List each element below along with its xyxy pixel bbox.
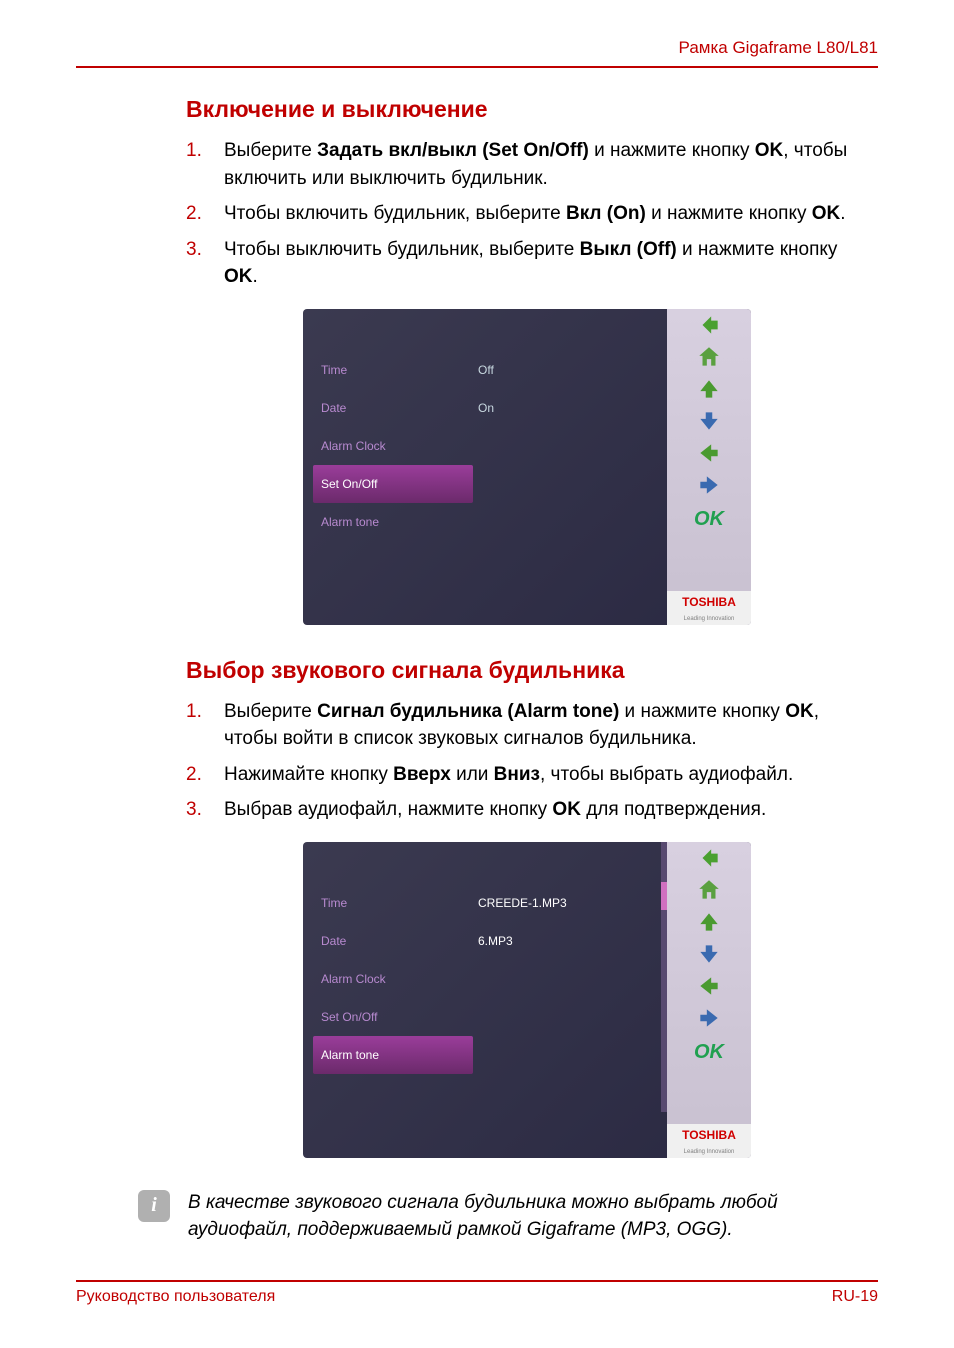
footer: Руководство пользователя RU-19 (76, 1280, 878, 1306)
section2-heading: Выбор звукового сигнала будильника (186, 657, 868, 684)
step-bold: Вниз (494, 764, 540, 785)
brand-subtext: Leading Innovation (684, 1149, 735, 1155)
right-arrow-icon (667, 469, 751, 501)
step-bold: Вверх (393, 764, 451, 785)
step-text: Выберите (224, 701, 317, 722)
footer-rule (76, 1280, 878, 1282)
step-text: и нажмите кнопку (646, 203, 812, 224)
step-bold: OK (224, 266, 253, 287)
figure2: Time Date Alarm Clock Set On/Off Alarm t… (303, 842, 751, 1158)
step-text: Нажимайте кнопку (224, 764, 393, 785)
figure1-button-panel: OK TOSHIBA Leading Innovation (667, 309, 751, 625)
figure2-values: CREEDE-1.MP3 6.MP3 (478, 884, 648, 1074)
list-item: Выберите Задать вкл/выкл (Set On/Off) и … (186, 137, 868, 192)
list-item: Выберите Сигнал будильника (Alarm tone) … (186, 698, 868, 753)
right-arrow-icon (667, 1002, 751, 1034)
figure2-value: CREEDE-1.MP3 (478, 884, 648, 922)
step-text: . (840, 203, 845, 224)
section1-heading: Включение и выключение (186, 96, 868, 123)
figure1-values: Off On (478, 351, 648, 541)
back-icon (667, 309, 751, 341)
left-arrow-icon (667, 437, 751, 469)
ok-button-label: OK (667, 1034, 751, 1070)
figure1-value (478, 465, 648, 503)
step-text: Выберите (224, 140, 317, 161)
step-bold: Сигнал будильника (Alarm tone) (317, 701, 619, 722)
list-item: Выбрав аудиофайл, нажмите кнопку OK для … (186, 796, 868, 824)
figure2-value (478, 998, 648, 1036)
figure2-menu-item: Date (313, 922, 473, 960)
header-product: Рамка Gigaframe L80/L81 (76, 38, 878, 58)
step-bold: Выкл (Off) (580, 239, 677, 260)
list-item: Чтобы выключить будильник, выберите Выкл… (186, 236, 868, 291)
step-text: . (253, 266, 258, 287)
figure1-value: On (478, 389, 648, 427)
figure1-menu-item: Alarm tone (313, 503, 473, 541)
up-arrow-icon (667, 906, 751, 938)
header-rule (76, 66, 878, 68)
footer-right: RU-19 (832, 1288, 878, 1306)
step-text: Чтобы включить будильник, выберите (224, 203, 566, 224)
figure1-wrap: Time Date Alarm Clock Set On/Off Alarm t… (186, 309, 868, 625)
figure2-menu: Time Date Alarm Clock Set On/Off Alarm t… (313, 884, 473, 1074)
step-bold: OK (812, 203, 841, 224)
figure2-menu-item: Set On/Off (313, 998, 473, 1036)
step-text: и нажмите кнопку (677, 239, 838, 260)
section2-steps: Выберите Сигнал будильника (Alarm tone) … (186, 698, 868, 824)
home-icon (667, 874, 751, 906)
brand-label: TOSHIBA Leading Innovation (667, 1124, 751, 1158)
down-arrow-icon (667, 938, 751, 970)
figure1-menu: Time Date Alarm Clock Set On/Off Alarm t… (313, 351, 473, 541)
step-text: и нажмите кнопку (589, 140, 755, 161)
brand-text: TOSHIBA (682, 595, 736, 609)
main-content: Включение и выключение Выберите Задать в… (186, 96, 868, 1243)
figure1-value (478, 427, 648, 465)
figure1-menu-item: Date (313, 389, 473, 427)
figure2-value (478, 1036, 648, 1074)
figure1-menu-item: Alarm Clock (313, 427, 473, 465)
brand-subtext: Leading Innovation (684, 616, 735, 622)
up-arrow-icon (667, 373, 751, 405)
down-arrow-icon (667, 405, 751, 437)
step-text: Выбрав аудиофайл, нажмите кнопку (224, 799, 552, 820)
step-bold: Задать вкл/выкл (Set On/Off) (317, 140, 589, 161)
info-icon: i (138, 1190, 170, 1222)
back-icon (667, 842, 751, 874)
step-text: Чтобы выключить будильник, выберите (224, 239, 580, 260)
ok-button-label: OK (667, 501, 751, 537)
step-bold: OK (755, 140, 784, 161)
figure2-menu-item: Alarm Clock (313, 960, 473, 998)
figure2-menu-item-selected: Alarm tone (313, 1036, 473, 1074)
step-text: или (451, 764, 494, 785)
step-text: , чтобы выбрать аудиофайл. (540, 764, 793, 785)
figure2-menu-item: Time (313, 884, 473, 922)
step-bold: Вкл (On) (566, 203, 646, 224)
figure1: Time Date Alarm Clock Set On/Off Alarm t… (303, 309, 751, 625)
figure1-menu-item-selected: Set On/Off (313, 465, 473, 503)
list-item: Нажимайте кнопку Вверх или Вниз, чтобы в… (186, 761, 868, 789)
list-item: Чтобы включить будильник, выберите Вкл (… (186, 200, 868, 228)
figure1-value: Off (478, 351, 648, 389)
step-bold: OK (552, 799, 581, 820)
figure2-value: 6.MP3 (478, 922, 648, 960)
home-icon (667, 341, 751, 373)
step-text: для подтверждения. (581, 799, 766, 820)
figure2-button-panel: OK TOSHIBA Leading Innovation (667, 842, 751, 1158)
brand-label: TOSHIBA Leading Innovation (667, 591, 751, 625)
step-text: и нажмите кнопку (619, 701, 785, 722)
step-bold: OK (785, 701, 814, 722)
left-arrow-icon (667, 970, 751, 1002)
note: i В качестве звукового сигнала будильник… (138, 1190, 868, 1243)
brand-text: TOSHIBA (682, 1128, 736, 1142)
section1-steps: Выберите Задать вкл/выкл (Set On/Off) и … (186, 137, 868, 291)
figure2-wrap: Time Date Alarm Clock Set On/Off Alarm t… (186, 842, 868, 1158)
figure1-value (478, 503, 648, 541)
footer-left: Руководство пользователя (76, 1288, 275, 1306)
figure1-menu-item: Time (313, 351, 473, 389)
figure2-value (478, 960, 648, 998)
note-text: В качестве звукового сигнала будильника … (188, 1190, 868, 1243)
